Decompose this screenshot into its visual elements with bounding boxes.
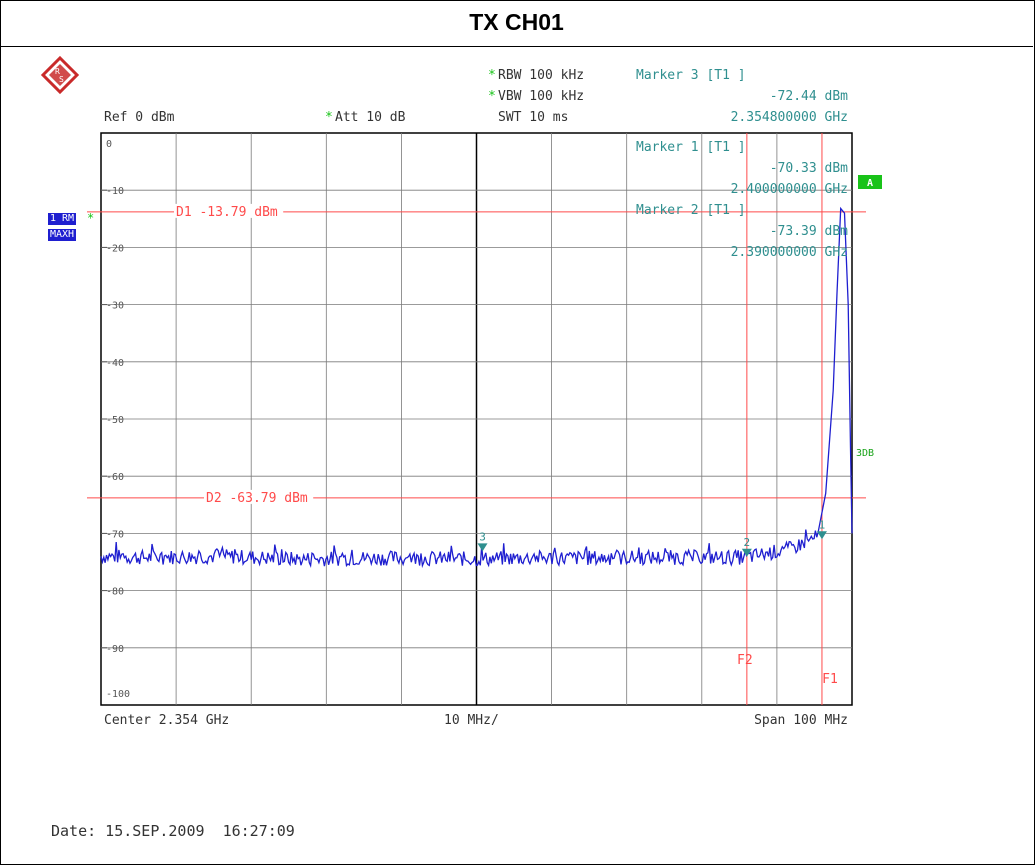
swt-setting: SWT 10 ms [498, 110, 568, 125]
trace-mode-star: * [87, 211, 95, 225]
3db-label: 3DB [856, 448, 874, 459]
trace-mode-tag: 1 RM [48, 213, 77, 225]
display-line-label-bg [204, 489, 314, 504]
y-tick-label: -100 [106, 689, 130, 700]
trace-line [100, 206, 853, 569]
display-line-label-2: D2 -63.79 dBm [206, 491, 308, 506]
vbw-setting: VBW 100 kHz [498, 89, 584, 104]
y-tick-label: -30 [106, 301, 124, 312]
vbw-star: * [488, 89, 496, 104]
marker-1-symbol [816, 531, 827, 540]
marker3-level: -72.44 dBm [770, 89, 848, 104]
date-stamp: Date: 15.SEP.2009 16:27:09 [51, 822, 295, 840]
a-badge-label: A [867, 178, 873, 189]
frequency-line-label-f2: F2 [737, 653, 753, 668]
marker1-freq: 2.400000000 GHz [731, 182, 848, 197]
marker3-freq: 2.354800000 GHz [731, 110, 848, 125]
frequency-line-label-f1: F1 [822, 672, 838, 687]
marker1-level: -70.33 dBm [770, 161, 848, 176]
marker1-label: Marker 1 [T1 ] [636, 140, 746, 155]
rbw-setting: RBW 100 kHz [498, 68, 584, 83]
span: Span 100 MHz [754, 713, 848, 728]
marker-2-number: 2 [744, 536, 751, 549]
y-tick-label: -40 [106, 358, 124, 369]
a-badge [858, 175, 882, 189]
y-tick-label: -60 [106, 472, 124, 483]
y-tick-label: -10 [106, 186, 124, 197]
detector-tag: MAXH [48, 229, 77, 241]
ref-level: Ref 0 dBm [104, 110, 175, 125]
rbw-star: * [488, 68, 496, 83]
marker-3-number: 3 [479, 530, 486, 543]
y-tick-label: -80 [106, 587, 124, 598]
y-tick-label: -20 [106, 243, 124, 254]
display-line-label-bg [174, 203, 284, 218]
page-title: TX CH01 [469, 9, 564, 35]
y-tick-label: -70 [106, 529, 124, 540]
marker-2-symbol [741, 548, 752, 557]
display-line-label-1: D1 -13.79 dBm [176, 205, 278, 220]
y-tick-label: -90 [106, 644, 124, 655]
y-tick-label: -50 [106, 415, 124, 426]
marker-3-symbol [477, 543, 488, 552]
frequency-per-division: 10 MHz/ [444, 713, 499, 728]
marker2-level: -73.39 dBm [770, 224, 848, 239]
marker-1-number: 1 [819, 518, 826, 531]
att-star: * [325, 110, 333, 125]
title-row: TX CH01 [0, 0, 1033, 47]
grid [101, 133, 852, 705]
marker2-label: Marker 2 [T1 ] [636, 203, 746, 218]
attenuation: Att 10 dB [335, 110, 406, 125]
svg-text:R: R [55, 67, 60, 76]
svg-text:S: S [59, 75, 64, 84]
y-tick-label: 0 [106, 139, 112, 150]
center-frequency: Center 2.354 GHz [104, 713, 229, 728]
rohde-schwarz-logo-icon: R S [40, 55, 80, 95]
marker2-freq: 2.390000000 GHz [731, 245, 848, 260]
marker3-label: Marker 3 [T1 ] [636, 68, 746, 83]
